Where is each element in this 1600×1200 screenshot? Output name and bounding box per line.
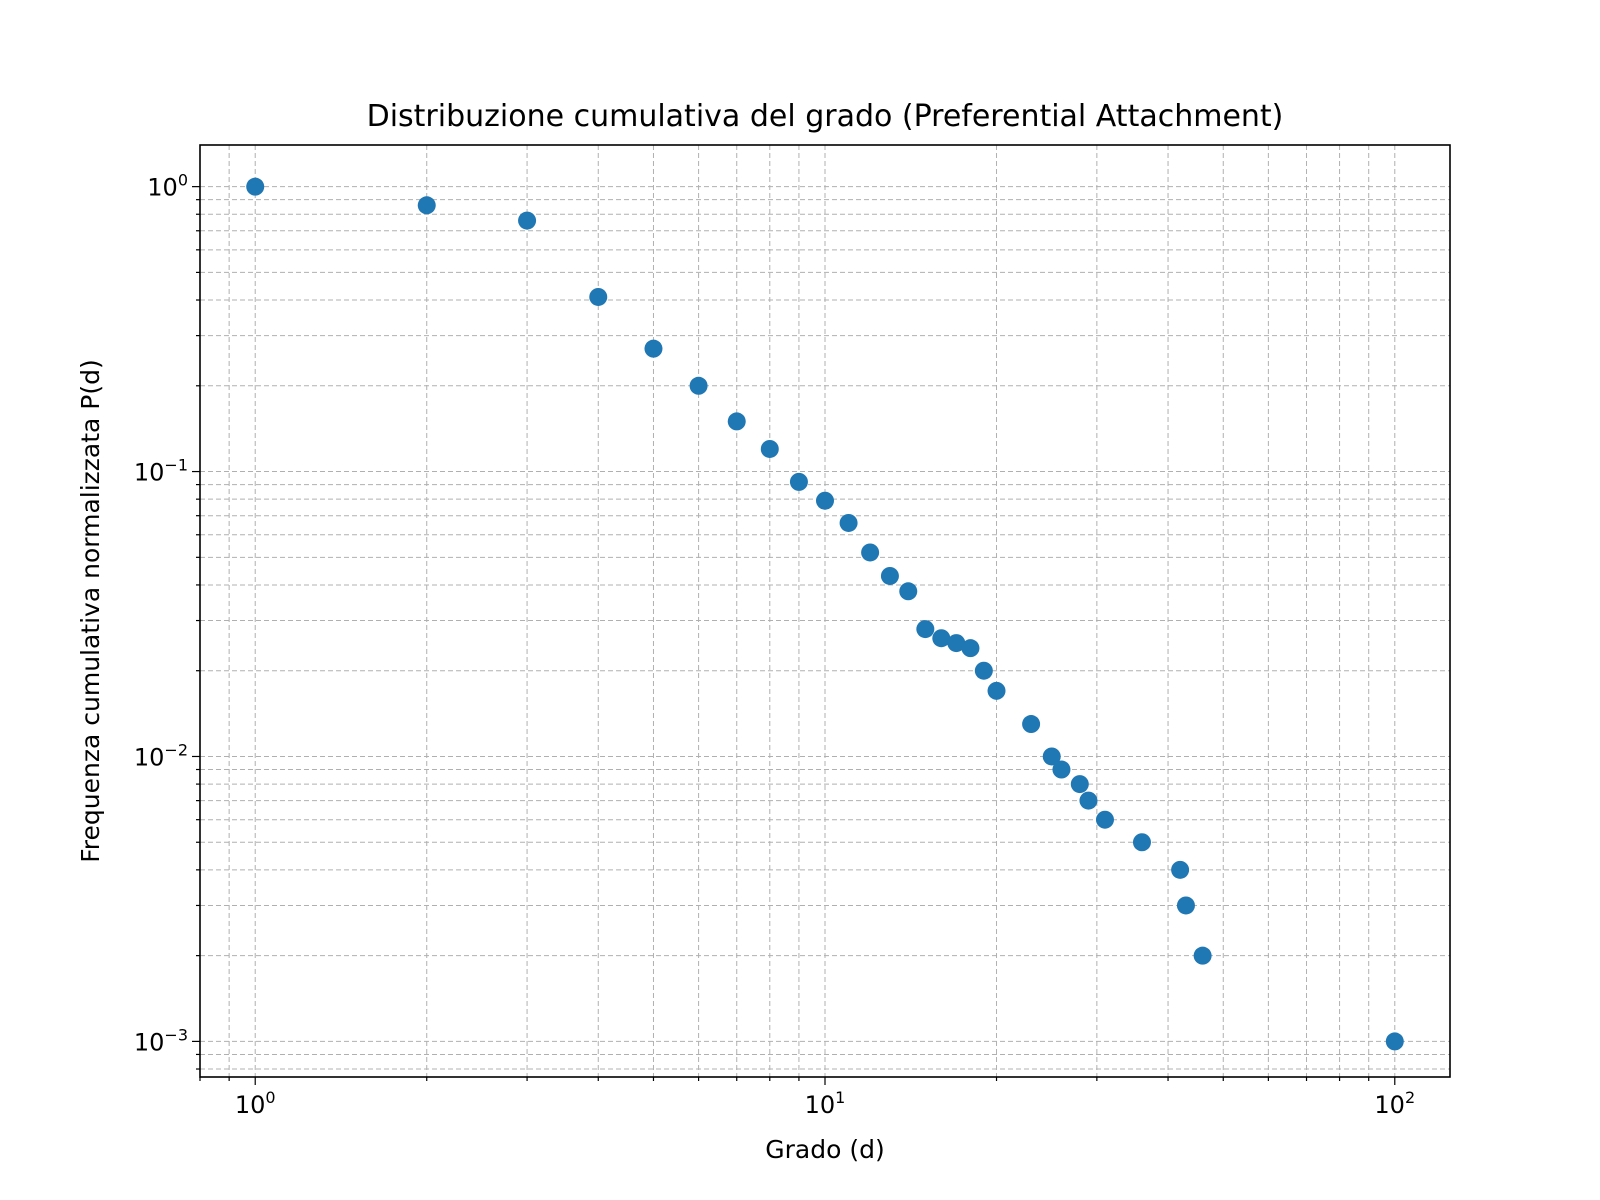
data-point	[839, 513, 858, 532]
data-point	[947, 634, 966, 653]
data-point	[417, 196, 436, 215]
data-point	[1132, 833, 1151, 852]
data-point	[1095, 810, 1114, 829]
data-point	[987, 681, 1006, 700]
data-point	[974, 661, 993, 680]
data-point	[1070, 775, 1089, 794]
data-point	[589, 287, 608, 306]
x-tick-label: 102	[1374, 1088, 1415, 1119]
data-point	[1022, 715, 1041, 734]
data-point	[1193, 946, 1212, 965]
y-tick-label: 10−2	[134, 740, 188, 771]
data-point	[727, 412, 746, 431]
chart-title: Distribuzione cumulativa del grado (Pref…	[367, 99, 1284, 134]
y-axis-label: Frequenza cumulativa normalizzata P(d)	[76, 359, 105, 863]
data-point	[1176, 896, 1195, 915]
data-point	[1171, 860, 1190, 879]
data-point	[518, 211, 537, 230]
data-point	[932, 629, 951, 648]
data-point	[899, 582, 918, 601]
data-point	[644, 339, 663, 358]
data-point	[789, 472, 808, 491]
data-point	[760, 439, 779, 458]
data-point	[246, 177, 265, 196]
data-point	[816, 491, 834, 510]
y-tick-label: 10−3	[134, 1025, 188, 1056]
data-point	[1079, 791, 1098, 810]
data-point	[861, 543, 880, 562]
scatter-points	[246, 177, 1404, 1051]
x-tick-label: 100	[235, 1088, 276, 1119]
data-point	[961, 639, 980, 658]
y-tick-label: 10−1	[134, 456, 188, 487]
data-point	[1052, 760, 1071, 779]
x-axis-label: Grado (d)	[765, 1135, 884, 1164]
data-point	[880, 566, 899, 585]
x-tick-label: 101	[805, 1088, 846, 1119]
data-point	[689, 376, 708, 395]
data-point	[1385, 1032, 1404, 1051]
axis-ticks: 100 101 102 100 10−1 10−2 10−3	[134, 171, 1415, 1119]
data-point	[916, 620, 935, 639]
data-point	[1042, 747, 1061, 766]
y-tick-label: 100	[147, 171, 188, 202]
